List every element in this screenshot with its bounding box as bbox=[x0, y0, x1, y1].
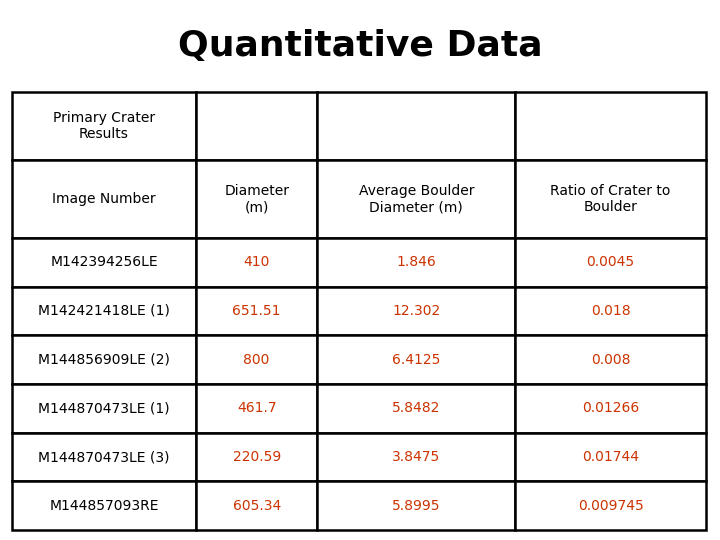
Bar bbox=[515, 92, 706, 160]
Bar bbox=[318, 481, 515, 530]
Bar bbox=[196, 384, 318, 433]
Text: 605.34: 605.34 bbox=[233, 498, 281, 512]
Bar bbox=[196, 335, 318, 384]
Text: M144856909LE (2): M144856909LE (2) bbox=[38, 353, 170, 367]
Text: 651.51: 651.51 bbox=[233, 304, 281, 318]
Text: 220.59: 220.59 bbox=[233, 450, 281, 464]
Bar bbox=[196, 92, 318, 160]
Bar bbox=[12, 238, 196, 287]
Text: M144870473LE (3): M144870473LE (3) bbox=[38, 450, 170, 464]
Bar bbox=[196, 287, 318, 335]
Text: Quantitative Data: Quantitative Data bbox=[178, 29, 542, 63]
Text: M144870473LE (1): M144870473LE (1) bbox=[38, 401, 170, 415]
Bar bbox=[12, 481, 196, 530]
Text: 3.8475: 3.8475 bbox=[392, 450, 441, 464]
Text: Average Boulder
Diameter (m): Average Boulder Diameter (m) bbox=[359, 184, 474, 214]
Text: M142421418LE (1): M142421418LE (1) bbox=[38, 304, 170, 318]
Text: 461.7: 461.7 bbox=[237, 401, 276, 415]
Text: 1.846: 1.846 bbox=[397, 255, 436, 269]
Bar bbox=[515, 433, 706, 481]
Bar bbox=[318, 287, 515, 335]
Text: 0.0045: 0.0045 bbox=[587, 255, 634, 269]
Bar bbox=[318, 92, 515, 160]
Text: 800: 800 bbox=[243, 353, 270, 367]
Bar bbox=[318, 238, 515, 287]
Bar bbox=[318, 160, 515, 238]
Bar bbox=[12, 384, 196, 433]
Bar bbox=[12, 433, 196, 481]
Text: Diameter
(m): Diameter (m) bbox=[224, 184, 289, 214]
Text: 5.8995: 5.8995 bbox=[392, 498, 441, 512]
Bar bbox=[515, 287, 706, 335]
Text: 12.302: 12.302 bbox=[392, 304, 441, 318]
Bar bbox=[196, 238, 318, 287]
Bar bbox=[318, 335, 515, 384]
Text: 0.018: 0.018 bbox=[591, 304, 631, 318]
Text: Ratio of Crater to
Boulder: Ratio of Crater to Boulder bbox=[550, 184, 671, 214]
Bar bbox=[196, 160, 318, 238]
Text: 0.01266: 0.01266 bbox=[582, 401, 639, 415]
Text: 6.4125: 6.4125 bbox=[392, 353, 441, 367]
Text: 0.009745: 0.009745 bbox=[577, 498, 644, 512]
Text: 0.008: 0.008 bbox=[591, 353, 630, 367]
Bar bbox=[12, 160, 196, 238]
Bar bbox=[196, 433, 318, 481]
Text: Image Number: Image Number bbox=[52, 192, 156, 206]
Bar bbox=[196, 481, 318, 530]
Bar bbox=[515, 335, 706, 384]
Bar bbox=[318, 433, 515, 481]
Bar bbox=[318, 384, 515, 433]
Bar bbox=[515, 238, 706, 287]
Text: 5.8482: 5.8482 bbox=[392, 401, 441, 415]
Text: 410: 410 bbox=[243, 255, 270, 269]
Bar bbox=[12, 335, 196, 384]
Bar bbox=[515, 160, 706, 238]
Text: Primary Crater
Results: Primary Crater Results bbox=[53, 111, 155, 141]
Bar bbox=[12, 92, 196, 160]
Bar bbox=[515, 481, 706, 530]
Bar bbox=[515, 384, 706, 433]
Text: M144857093RE: M144857093RE bbox=[49, 498, 158, 512]
Bar bbox=[12, 287, 196, 335]
Text: 0.01744: 0.01744 bbox=[582, 450, 639, 464]
Text: M142394256LE: M142394256LE bbox=[50, 255, 158, 269]
